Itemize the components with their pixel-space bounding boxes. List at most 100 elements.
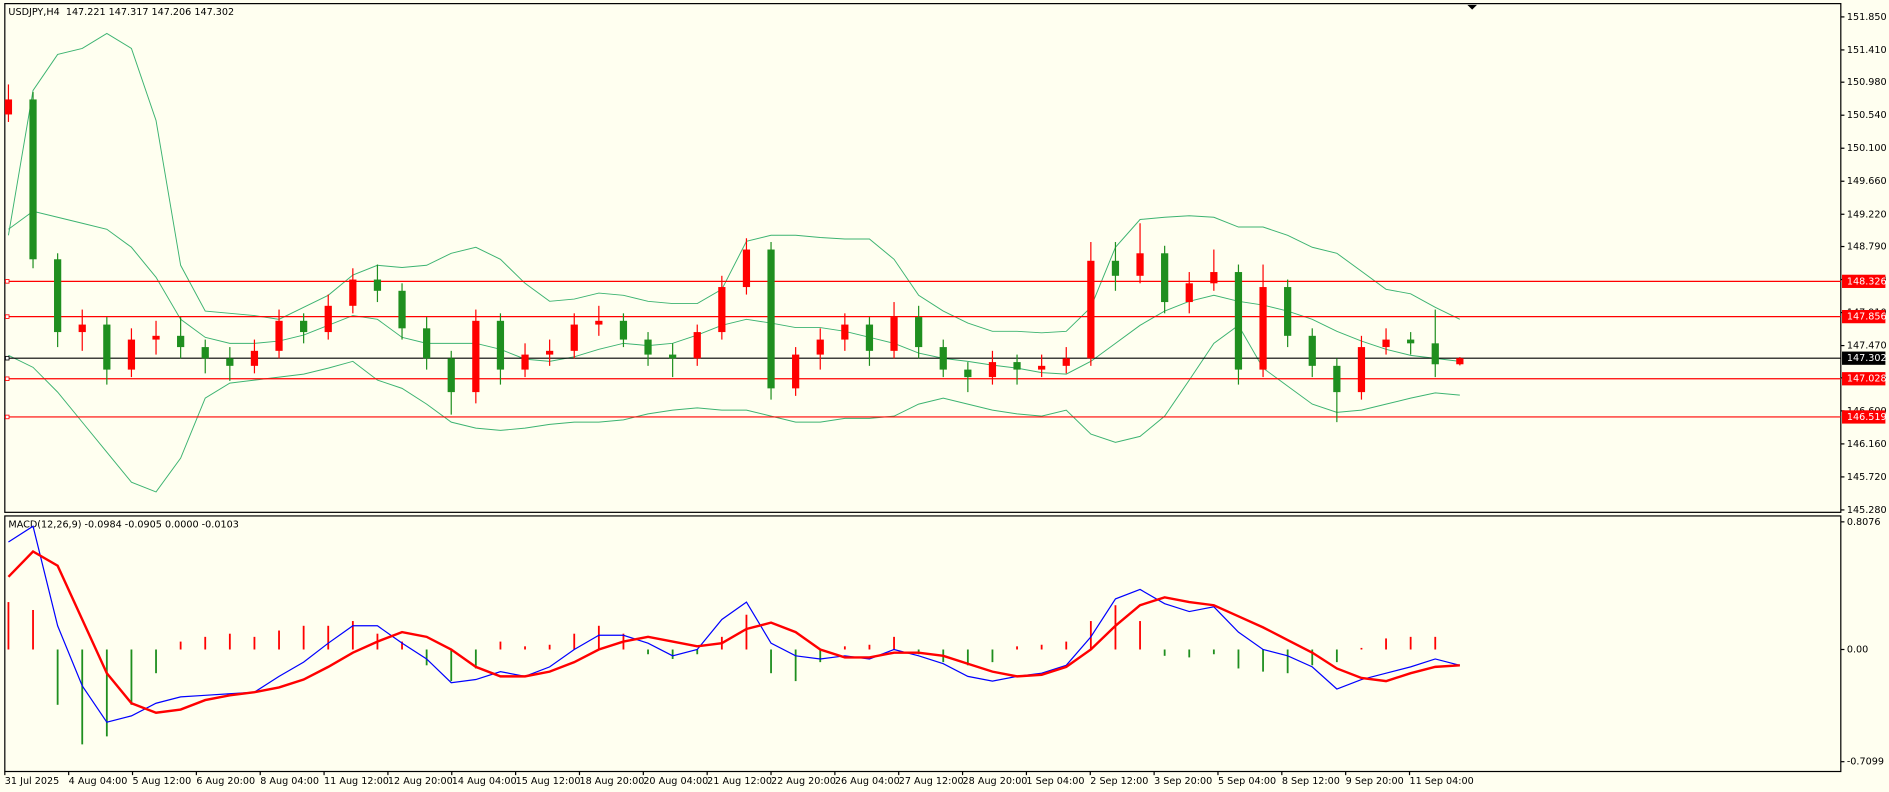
- candle-body: [718, 287, 726, 333]
- level-label-box: [1842, 351, 1886, 365]
- candle-body: [570, 324, 578, 351]
- candle-body: [1308, 335, 1316, 366]
- candle-body: [792, 354, 800, 389]
- x-tick-label: 31 Jul 2025: [5, 776, 59, 787]
- x-tick-label: 18 Aug 20:00: [579, 776, 644, 787]
- x-tick-label: 11 Sep 04:00: [1410, 776, 1474, 787]
- candle-body: [841, 324, 849, 340]
- candle-body: [1382, 339, 1390, 348]
- y-tick-label: 150.540: [1847, 110, 1887, 121]
- candle-body: [1456, 358, 1464, 365]
- candle-body: [988, 362, 997, 378]
- candle-body: [250, 350, 259, 366]
- candle-body: [398, 290, 406, 329]
- x-tick-label: 28 Aug 20:00: [963, 776, 1028, 787]
- candle-body: [619, 320, 628, 340]
- candle-body: [521, 354, 529, 370]
- bollinger-band: [7, 32, 1461, 334]
- candle-body: [1210, 272, 1218, 284]
- candle-body: [201, 347, 209, 359]
- y-tick-label: 150.980: [1847, 77, 1887, 88]
- candle-body: [1333, 365, 1341, 393]
- chart-header: USDJPY,H4 147.221 147.317 147.206 147.30…: [8, 7, 234, 18]
- level-label: 147.856: [1847, 312, 1887, 323]
- candle-body: [915, 317, 923, 348]
- x-tick-label: 3 Sep 20:00: [1154, 776, 1212, 787]
- x-tick-label: 5 Sep 04:00: [1218, 776, 1276, 787]
- candle-body: [1431, 343, 1439, 365]
- candle-body: [890, 317, 898, 351]
- candle-body: [1234, 272, 1243, 370]
- y-tick-label: 0.00: [1847, 644, 1868, 655]
- level-label: 147.302: [1847, 353, 1887, 364]
- candle-body: [1062, 358, 1070, 366]
- x-tick-label: 20 Aug 04:00: [643, 776, 708, 787]
- candle-body: [1161, 253, 1169, 303]
- candle-body: [1087, 260, 1095, 359]
- y-tick-label: 150.100: [1847, 143, 1887, 154]
- shift-marker: [1467, 4, 1477, 10]
- main-panel: [4, 3, 1842, 513]
- candle-body: [644, 339, 652, 355]
- candle-body: [373, 279, 382, 291]
- candle-body: [275, 320, 283, 351]
- bollinger-band: [8, 324, 1460, 493]
- candle-body: [1185, 283, 1193, 303]
- y-tick-label: 149.220: [1847, 209, 1887, 220]
- level-label-box: [1842, 410, 1886, 424]
- x-tick-label: 1 Sep 04:00: [1026, 776, 1084, 787]
- candle-body: [964, 369, 972, 378]
- y-tick-label: 148.790: [1847, 242, 1887, 253]
- candle-body: [472, 320, 480, 393]
- level-handle: [4, 376, 10, 381]
- x-tick-label: 6 Aug 20:00: [196, 776, 255, 787]
- candle-body: [742, 249, 751, 288]
- macd-line: [7, 549, 1460, 714]
- level-handle: [4, 414, 10, 420]
- x-tick-label: 4 Aug 04:00: [69, 776, 128, 787]
- y-tick-label: 145.720: [1847, 472, 1887, 483]
- x-tick-label: 22 Aug 20:00: [771, 776, 836, 787]
- y-tick-label: 0.8076: [1847, 517, 1881, 528]
- x-tick-label: 14 Aug 04:00: [452, 776, 517, 787]
- macd-panel: [4, 515, 1842, 773]
- x-tick-label: 5 Aug 12:00: [133, 776, 192, 787]
- y-tick-label: 151.410: [1847, 45, 1887, 56]
- candle-body: [669, 354, 677, 359]
- level-label: 147.028: [1847, 374, 1887, 385]
- x-tick-label: 15 Aug 12:00: [516, 776, 581, 787]
- x-tick-label: 21 Aug 12:00: [707, 776, 772, 787]
- candle-body: [324, 305, 332, 333]
- bollinger-band: [8, 210, 1460, 375]
- x-tick-label: 2 Sep 12:00: [1090, 776, 1148, 787]
- macd-title: MACD(12,26,9) -0.0984 -0.0905 0.0000 -0.…: [8, 519, 238, 530]
- candle-body: [177, 335, 185, 348]
- y-tick-label: 145.280: [1847, 505, 1887, 516]
- candle-body: [54, 259, 62, 333]
- candle-body: [865, 324, 874, 351]
- candle-body: [4, 99, 13, 115]
- candle-body: [300, 320, 308, 333]
- candle-body: [939, 347, 947, 370]
- level-handle: [4, 355, 10, 361]
- candle-body: [127, 339, 136, 370]
- candle-body: [349, 279, 357, 306]
- candle-body: [816, 339, 824, 355]
- candle-body: [29, 99, 37, 260]
- candle-body: [496, 320, 505, 370]
- y-tick-label: 149.660: [1847, 176, 1887, 187]
- candle-body: [1111, 260, 1120, 276]
- candle-body: [693, 332, 701, 359]
- y-tick-label: 147.470: [1847, 341, 1887, 352]
- candle-body: [1259, 287, 1267, 370]
- candle-body: [103, 324, 111, 370]
- candle-body: [152, 335, 160, 340]
- level-label: 148.326: [1847, 276, 1887, 287]
- candle-body: [1013, 362, 1021, 370]
- level-handle: [4, 279, 10, 284]
- level-label: 146.519: [1847, 412, 1887, 423]
- x-tick-label: 11 Aug 12:00: [324, 776, 389, 787]
